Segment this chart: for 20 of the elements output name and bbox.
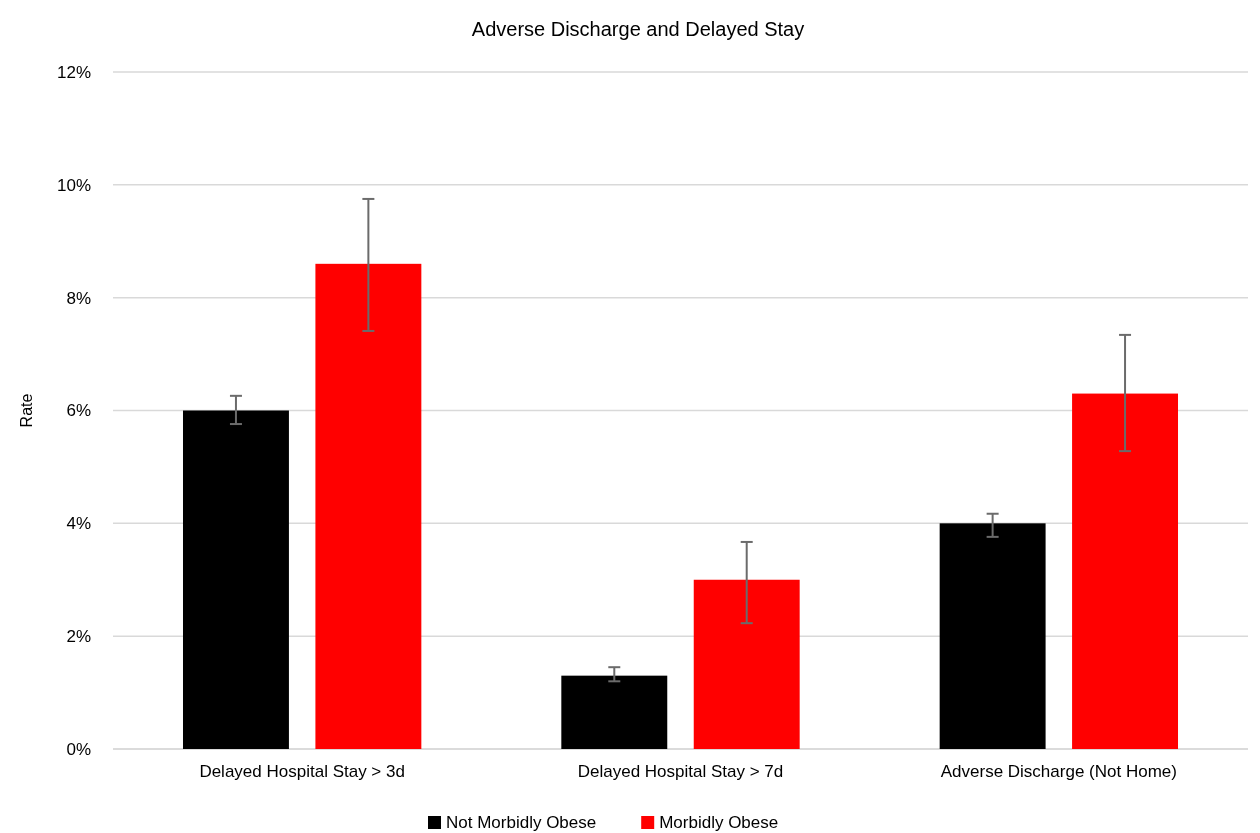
- x-tick-label: Delayed Hospital Stay > 7d: [577, 762, 784, 781]
- y-tick-label: 8%: [66, 288, 91, 308]
- y-tick-label: 10%: [56, 175, 91, 195]
- bar: [561, 675, 668, 749]
- bar: [315, 263, 422, 749]
- y-axis-title: Rate: [18, 393, 35, 428]
- bar: [939, 523, 1046, 749]
- bar: [1072, 393, 1178, 749]
- y-tick-label: 2%: [66, 627, 91, 647]
- bar: [182, 410, 289, 749]
- chart-title: Adverse Discharge and Delayed Stay: [471, 18, 805, 40]
- x-tick-label: Delayed Hospital Stay > 3d: [199, 762, 405, 781]
- bar: [693, 579, 800, 749]
- legend-label: Morbidly Obese: [659, 813, 779, 832]
- y-tick-label: 4%: [66, 514, 91, 534]
- legend-label: Not Morbidly Obese: [446, 813, 597, 832]
- y-tick-label: 12%: [56, 62, 91, 82]
- x-tick-label: Adverse Discharge (Not Home): [940, 762, 1177, 781]
- y-tick-label: 6%: [66, 401, 91, 421]
- y-tick-label: 0%: [66, 739, 91, 759]
